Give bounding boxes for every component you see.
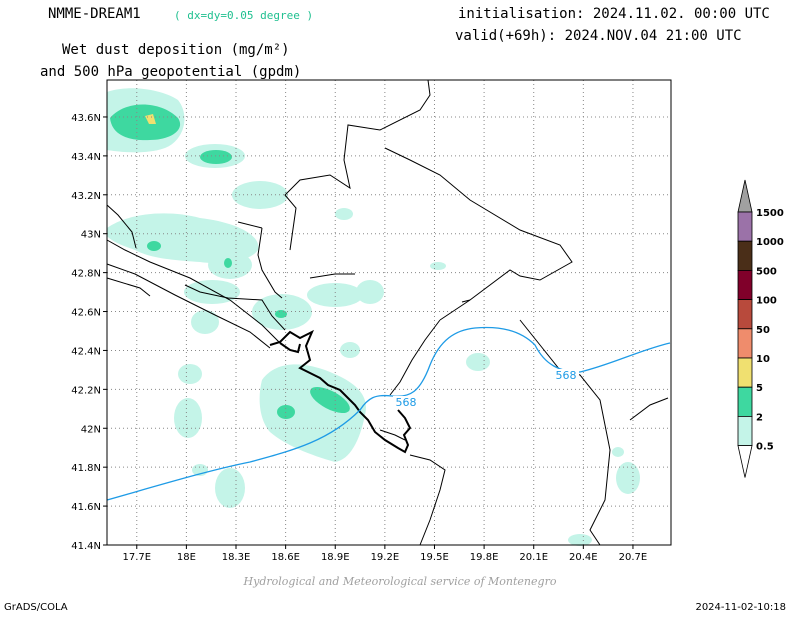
lat-tick-label: 43.4N [71, 152, 101, 163]
software-label: GrADS/COLA [4, 602, 68, 613]
geopotential-contour-568: 568 568 [106, 326, 671, 501]
lat-tick-label: 42.4N [71, 346, 101, 357]
lon-tick-label: 19.2E [371, 552, 400, 563]
colorbar-label: 0.5 [756, 442, 774, 453]
colorbar-label: 100 [756, 296, 777, 307]
title-line-1: Wet dust deposition (mg/m²) [62, 42, 290, 58]
colorbar-swatch [737, 299, 753, 330]
colorbar-swatch [737, 269, 753, 300]
map-frame [106, 79, 672, 546]
latitude-labels: 43.6N 43.4N 43.2N 43N 42.8N 42.6N 42.4N 42.2N 42… [71, 113, 107, 552]
initialisation-time: initialisation: 2024.11.02. 00:00 UTC [458, 6, 770, 22]
colorbar-label: 2 [756, 412, 763, 423]
colorbar-label: 1000 [756, 237, 784, 248]
lon-tick-label: 20.4E [569, 552, 598, 563]
colorbar-swatch [737, 415, 753, 446]
title-line-2: and 500 hPa geopotential (gpdm) [40, 64, 302, 80]
lon-tick-label: 20.1E [519, 552, 548, 563]
credit-line: Hydrological and Meteorological service … [243, 575, 557, 588]
longitude-labels: 17.7E 18E 18.3E 18.6E 18.9E 19.2E 19.5E 19.8E 20… [122, 545, 647, 563]
colorbar-swatch [737, 240, 753, 271]
lat-tick-label: 43.2N [71, 191, 101, 202]
contour-label-east: 568 [556, 369, 577, 382]
resolution-note: ( dx=dy=0.05 degree ) [174, 9, 314, 22]
lon-tick-label: 20.7E [619, 552, 648, 563]
render-timestamp: 2024-11-02-10:18 [695, 602, 786, 613]
lat-tick-label: 43N [81, 230, 101, 241]
valid-time: valid(+69h): 2024.NOV.04 21:00 UTC [455, 28, 742, 44]
colorbar-legend: 1500 1000 500 100 50 10 5 2 0.5 [737, 179, 784, 478]
lon-tick-label: 18.9E [321, 552, 350, 563]
lake-and-coast-bold [269, 329, 412, 454]
lon-tick-label: 17.7E [122, 552, 151, 563]
lon-tick-label: 18.6E [271, 552, 300, 563]
model-name: NMME-DREAM1 [48, 6, 141, 22]
lat-tick-label: 42.8N [71, 269, 101, 280]
colorbar-label: 500 [756, 266, 777, 277]
lat-tick-label: 42.6N [71, 308, 101, 319]
colorbar-arrow-top [737, 179, 753, 213]
colorbar-arrow-bottom [737, 445, 753, 478]
colorbar-swatch [737, 357, 753, 388]
lat-tick-label: 42N [81, 424, 101, 435]
lon-tick-label: 18E [177, 552, 196, 563]
colorbar-swatch [737, 328, 753, 359]
lat-tick-label: 41.8N [71, 463, 101, 474]
colorbar-label: 10 [756, 354, 770, 365]
lon-tick-label: 19.5E [420, 552, 449, 563]
lat-tick-label: 41.6N [71, 502, 101, 513]
lon-tick-label: 18.3E [222, 552, 251, 563]
contour-label-west: 568 [396, 396, 417, 409]
colorbar-label: 1500 [756, 208, 784, 219]
lat-tick-label: 43.6N [71, 113, 101, 124]
lat-tick-label: 41.4N [71, 541, 101, 552]
colorbar-label: 50 [756, 325, 770, 336]
colorbar-swatch [737, 211, 753, 242]
colorbar-label: 5 [756, 383, 763, 394]
lat-tick-label: 42.2N [71, 385, 101, 396]
lon-tick-label: 19.8E [470, 552, 499, 563]
colorbar-swatch [737, 386, 753, 417]
grid-lines [107, 80, 671, 545]
coastlines-and-borders [106, 79, 669, 546]
